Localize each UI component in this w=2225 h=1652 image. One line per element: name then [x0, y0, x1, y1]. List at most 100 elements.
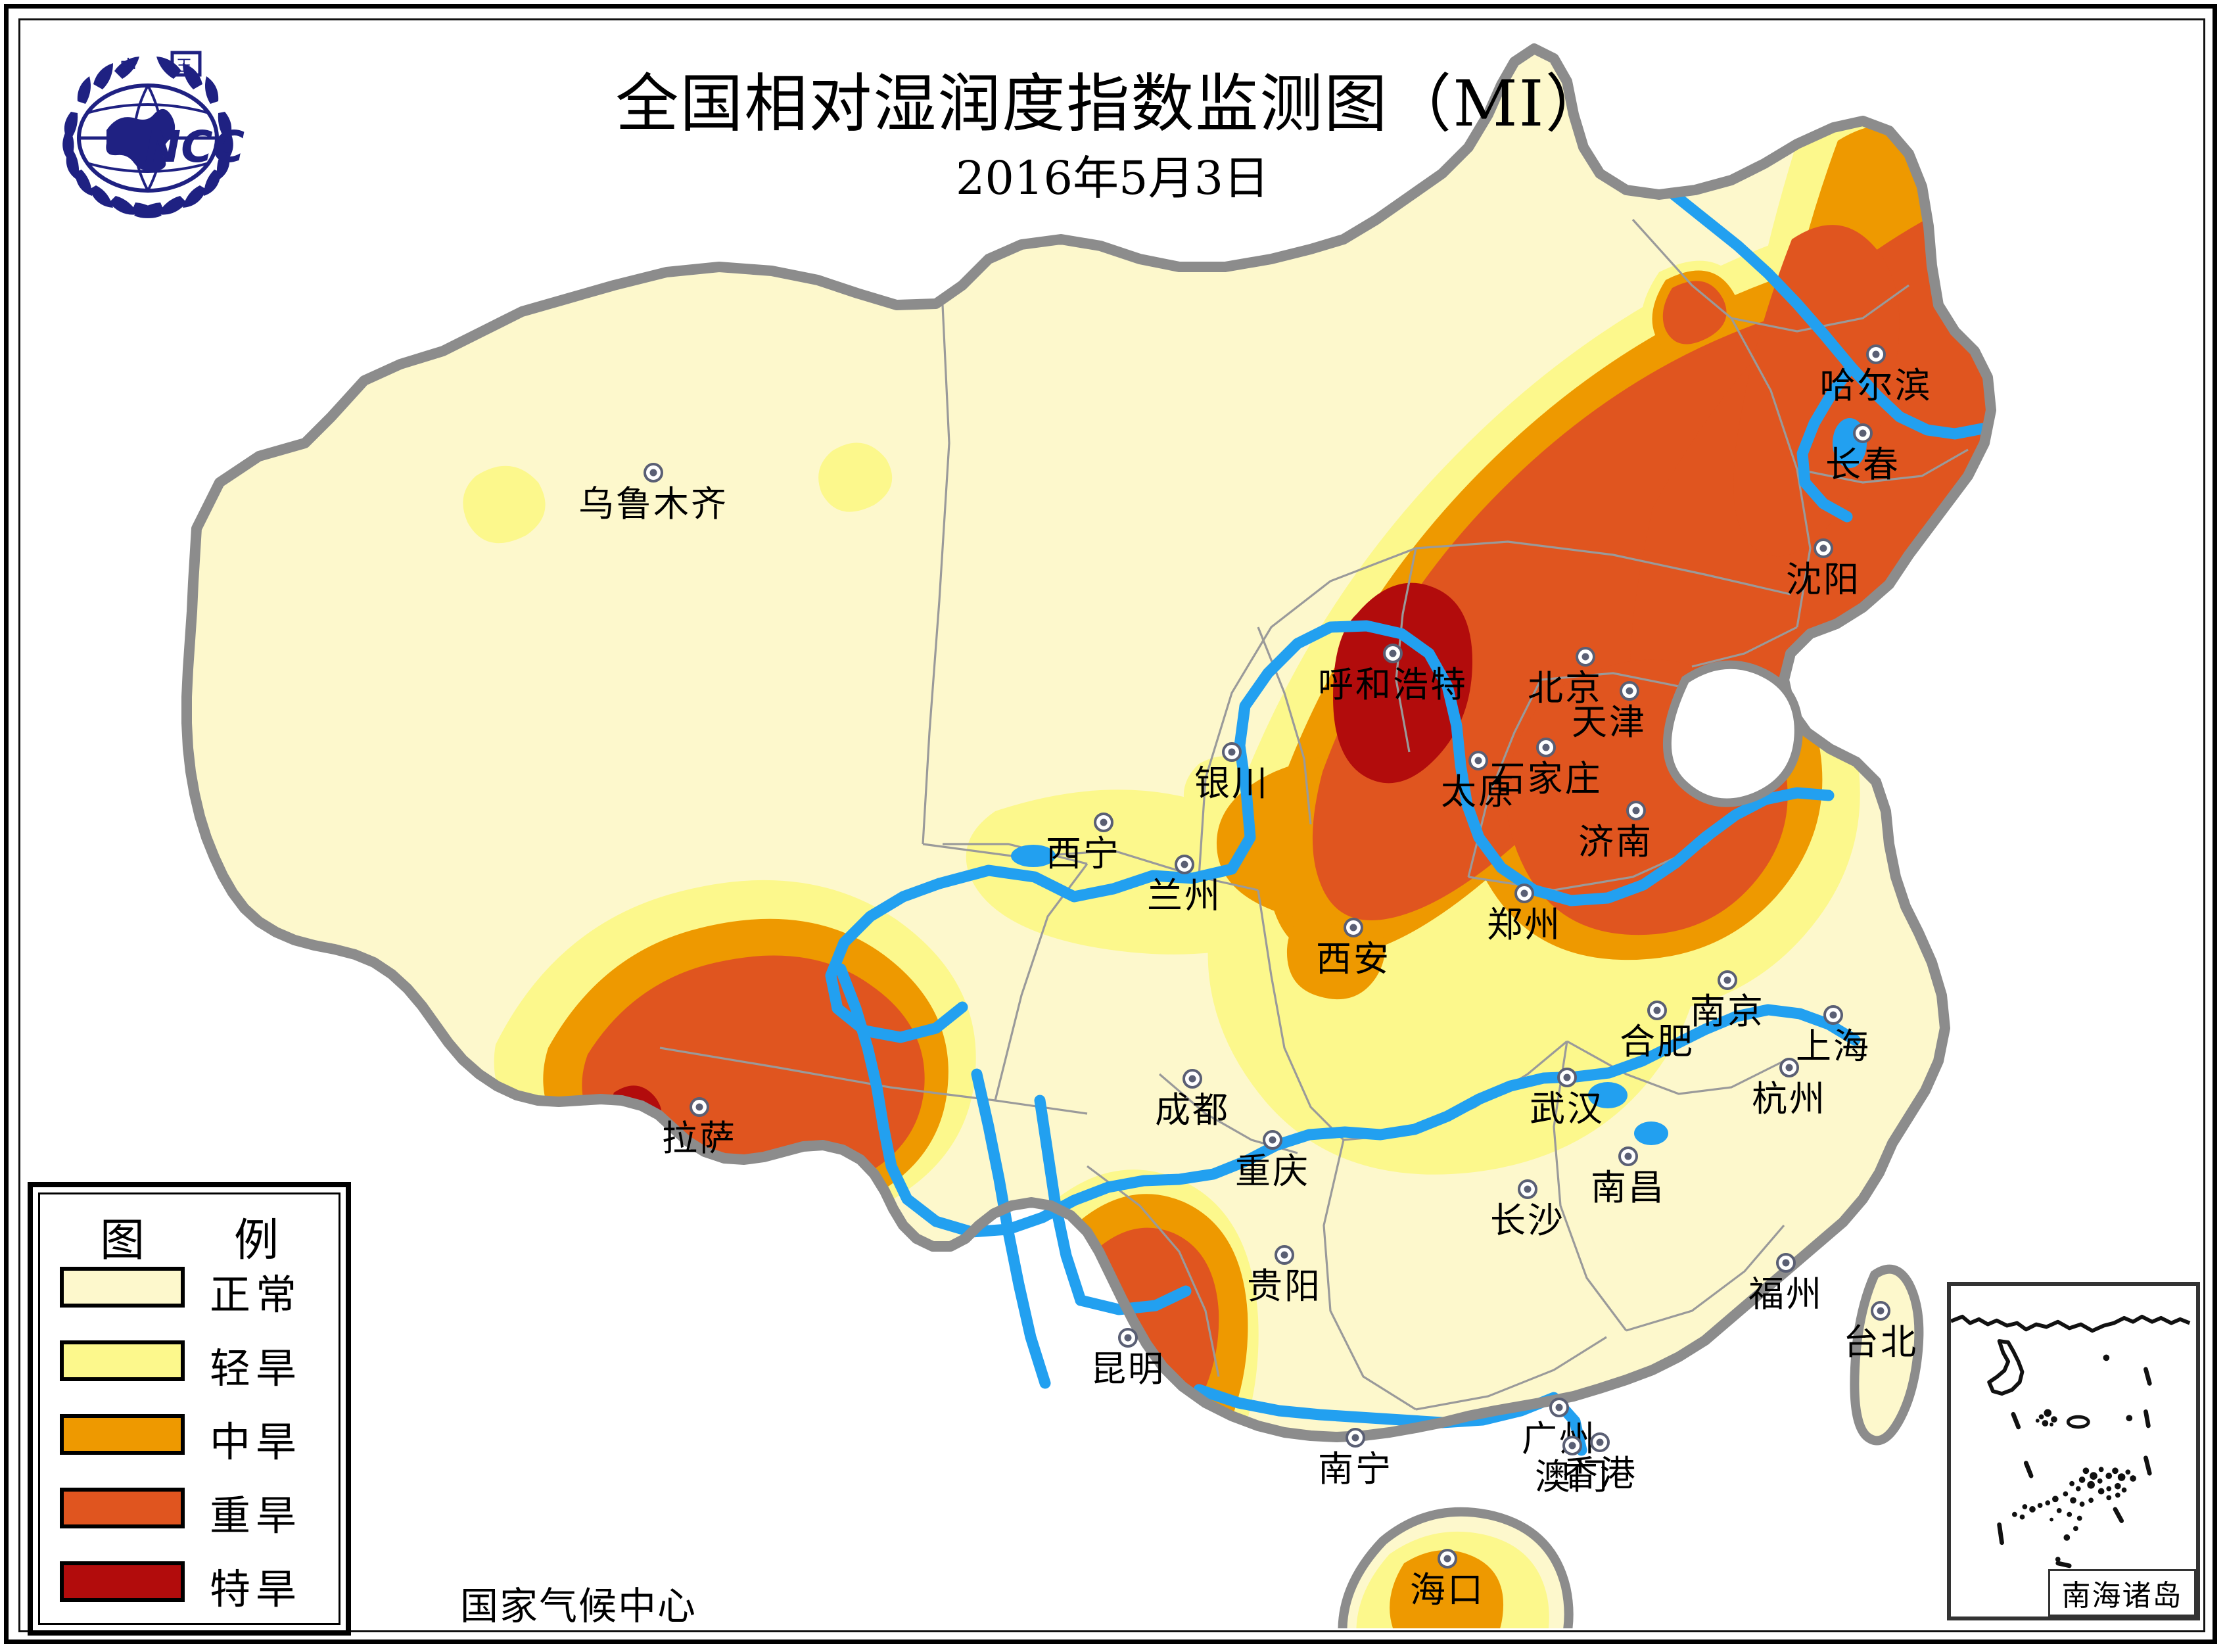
- city-name-label: 太原: [1441, 771, 1516, 813]
- city-dot-icon: [1557, 1068, 1577, 1087]
- city-name-label: 澳门: [1535, 1456, 1610, 1498]
- china-outline: [181, 43, 1996, 1442]
- city-name-label: 合肥: [1620, 1021, 1695, 1062]
- city-dot-icon: [1275, 1245, 1294, 1265]
- legend-label: 正常: [210, 1271, 302, 1319]
- city-dot-icon: [1094, 813, 1113, 832]
- city-dot-icon: [1853, 423, 1873, 443]
- city-dot-icon: [1871, 1301, 1890, 1321]
- city-dot-icon: [1222, 742, 1242, 762]
- city-name-label: 沈阳: [1786, 559, 1861, 600]
- city-dot-icon: [1183, 1069, 1202, 1089]
- city-dot-icon: [1536, 738, 1556, 757]
- legend-swatch: [60, 1340, 185, 1381]
- city-name-label: 南宁: [1318, 1448, 1393, 1490]
- legend-swatch: [60, 1488, 185, 1528]
- city-dot-icon: [1346, 1428, 1365, 1448]
- city-dot-icon: [1814, 538, 1833, 558]
- ncc-logo: 中 王 NCC: [46, 33, 250, 224]
- legend-row: 特旱: [60, 1561, 344, 1624]
- city-dot-icon: [1866, 344, 1886, 364]
- legend-label: 轻旱: [210, 1344, 302, 1392]
- city-name-label: 福州: [1748, 1273, 1823, 1315]
- city-dot-icon: [1718, 970, 1737, 990]
- city-dot-icon: [1468, 751, 1488, 770]
- yellow-river: [933, 620, 1835, 907]
- city-name-label: 天津: [1572, 701, 1647, 743]
- city-name-label: 石家庄: [1489, 758, 1603, 799]
- city-dot-icon: [1618, 1146, 1638, 1166]
- yangtze-river: [835, 963, 1861, 1238]
- city-dot-icon: [1514, 884, 1534, 903]
- map-stage: 乌鲁木齐拉萨 西宁 兰州 银川 呼和浩特 北京 天津太原 石家庄济南郑州西安成都 重庆贵阳昆明 武…: [22, 22, 2201, 1628]
- city-dot-icon: [1590, 1432, 1610, 1452]
- legend-swatch: [60, 1414, 185, 1455]
- city-name-label: 呼和浩特: [1318, 664, 1468, 705]
- city-name-label: 台北: [1843, 1321, 1918, 1363]
- city-name-label: 广州: [1522, 1418, 1597, 1459]
- city-name-label: 西安: [1316, 938, 1391, 979]
- svg-text:NCC: NCC: [145, 122, 245, 172]
- city-name-label: 西宁: [1046, 833, 1121, 874]
- city-name-label: 长春: [1825, 444, 1900, 485]
- legend-row: 中旱: [60, 1414, 344, 1477]
- inner-frame: [18, 18, 2205, 1632]
- city-name-label: 香港: [1562, 1453, 1637, 1494]
- city-name-label: 武汉: [1530, 1088, 1604, 1129]
- inset-label: 南海诸岛: [2048, 1569, 2196, 1617]
- legend-row: 轻旱: [60, 1340, 344, 1404]
- legend-swatch: [60, 1267, 185, 1308]
- inset-map-svg: [1951, 1314, 2191, 1569]
- city-name-label: 乌鲁木齐: [578, 483, 728, 525]
- city-name-label: 成都: [1155, 1089, 1230, 1131]
- svg-text:中: 中: [120, 57, 137, 77]
- songhua-river: [1666, 187, 1988, 440]
- hainan-island: [1338, 1507, 1574, 1628]
- legend-label: 中旱: [210, 1418, 302, 1466]
- city-dot-icon: [1779, 1058, 1799, 1077]
- city-name-label: 昆明: [1090, 1348, 1165, 1390]
- city-dot-icon: [1823, 1005, 1843, 1025]
- city-dot-icon: [1562, 1436, 1582, 1455]
- city-name-label: 银川: [1194, 763, 1269, 804]
- city-dot-icon: [1626, 801, 1646, 820]
- city-name-label: 南京: [1690, 991, 1765, 1032]
- svg-text:王: 王: [176, 57, 192, 75]
- city-dot-icon: [1549, 1398, 1569, 1417]
- city-dot-icon: [1620, 681, 1639, 701]
- legend-title: 图 例: [99, 1215, 301, 1267]
- credit-text: 国家气候中心: [460, 1584, 697, 1628]
- city-dot-icon: [1647, 1001, 1667, 1020]
- city-dot-icon: [1263, 1130, 1282, 1150]
- rivers: [825, 187, 1988, 1456]
- city-name-label: 兰州: [1147, 875, 1222, 916]
- legend-inner-frame: 图 例 正常轻旱中旱重旱特旱: [38, 1192, 340, 1625]
- city-name-label: 贵阳: [1247, 1265, 1322, 1307]
- city-name-label: 拉萨: [662, 1118, 737, 1159]
- legend-row: 正常: [60, 1267, 344, 1330]
- city-name-label: 哈尔滨: [1819, 365, 1932, 406]
- outer-frame: [4, 4, 2217, 1644]
- page-subtitle: 2016年5月3日: [955, 151, 1270, 205]
- city-dot-icon: [1383, 644, 1403, 663]
- city-name-label: 海口: [1410, 1569, 1485, 1611]
- china-map-svg: [181, 43, 1996, 1628]
- city-name-label: 济南: [1578, 821, 1653, 862]
- city-name-label: 郑州: [1487, 904, 1562, 945]
- city-dot-icon: [1518, 1179, 1537, 1199]
- legend-label: 特旱: [210, 1565, 302, 1613]
- legend-label: 重旱: [210, 1492, 302, 1540]
- city-dot-icon: [1175, 855, 1194, 874]
- city-name-label: 北京: [1528, 667, 1603, 709]
- city-name-label: 重庆: [1235, 1150, 1310, 1192]
- city-name-label: 南昌: [1591, 1167, 1666, 1208]
- page-title: 全国相对湿润度指数监测图（MI）: [615, 67, 1610, 141]
- south-china-sea-inset: 南海诸岛: [1947, 1282, 2200, 1620]
- city-dot-icon: [1438, 1549, 1457, 1569]
- city-dot-icon: [1344, 918, 1363, 937]
- legend-swatch: [60, 1561, 185, 1602]
- city-dot-icon: [644, 463, 663, 483]
- legend-box: 图 例 正常轻旱中旱重旱特旱: [28, 1182, 351, 1636]
- city-dot-icon: [1776, 1253, 1796, 1273]
